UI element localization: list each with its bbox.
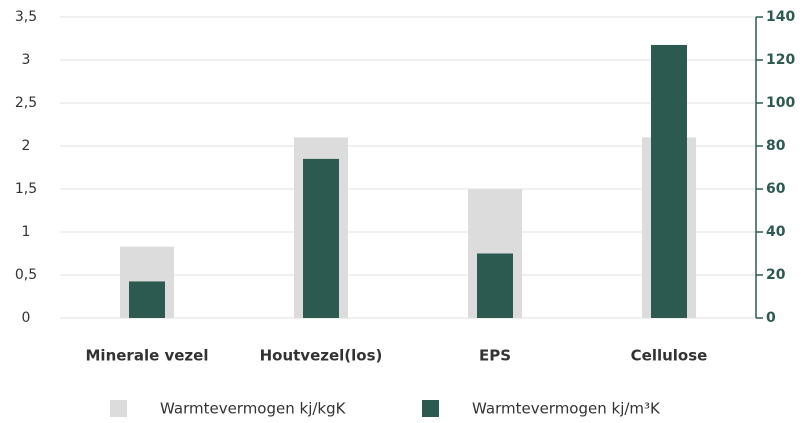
x-tick-label: Cellulose xyxy=(631,347,708,365)
y2-tick-label: 40 xyxy=(766,224,786,240)
y2-tick-label: 20 xyxy=(766,267,786,283)
y-tick-label: 1,5 xyxy=(15,181,37,197)
legend-label: Warmtevermogen kj/kgK xyxy=(160,400,347,418)
x-tick-label: Houtvezel(los) xyxy=(260,347,383,365)
y-tick-label: 2,5 xyxy=(15,95,37,111)
y-tick-label: 3,5 xyxy=(15,9,37,25)
y2-tick-label: 140 xyxy=(766,9,795,25)
y-tick-label: 0,5 xyxy=(15,267,37,283)
x-tick-label: Minerale vezel xyxy=(86,347,209,365)
bar xyxy=(651,44,687,318)
x-tick-label: EPS xyxy=(479,347,511,365)
y2-tick-label: 60 xyxy=(766,181,786,197)
bar xyxy=(303,158,339,318)
legend-swatch xyxy=(422,400,439,417)
legend-swatch xyxy=(110,400,127,417)
bar xyxy=(477,253,513,318)
legend-label: Warmtevermogen kj/m³K xyxy=(472,400,661,418)
y-tick-label: 1 xyxy=(22,224,31,240)
y-tick-label: 2 xyxy=(22,138,31,154)
bar xyxy=(129,281,165,318)
y2-tick-label: 120 xyxy=(766,52,795,68)
y-tick-label: 3 xyxy=(22,52,31,68)
y2-tick-label: 80 xyxy=(766,138,786,154)
y2-tick-label: 0 xyxy=(766,310,776,326)
y2-tick-label: 100 xyxy=(766,95,795,111)
y-tick-label: 0 xyxy=(22,310,31,326)
